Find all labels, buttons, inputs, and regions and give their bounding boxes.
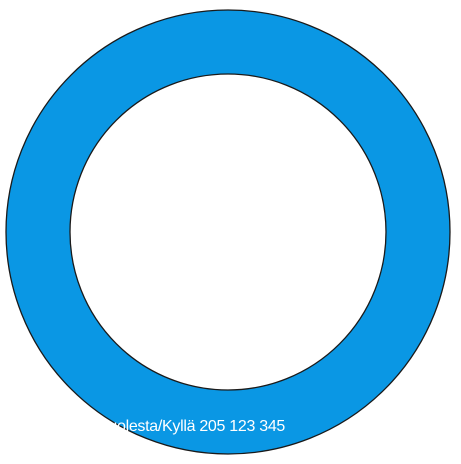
slice-label: Puolesta/Kyllä 205 123 345 xyxy=(98,418,285,435)
donut-slice xyxy=(5,9,451,455)
slice-labels: Puolesta/Kyllä 205 123 345 xyxy=(98,418,286,435)
slices xyxy=(5,9,451,455)
